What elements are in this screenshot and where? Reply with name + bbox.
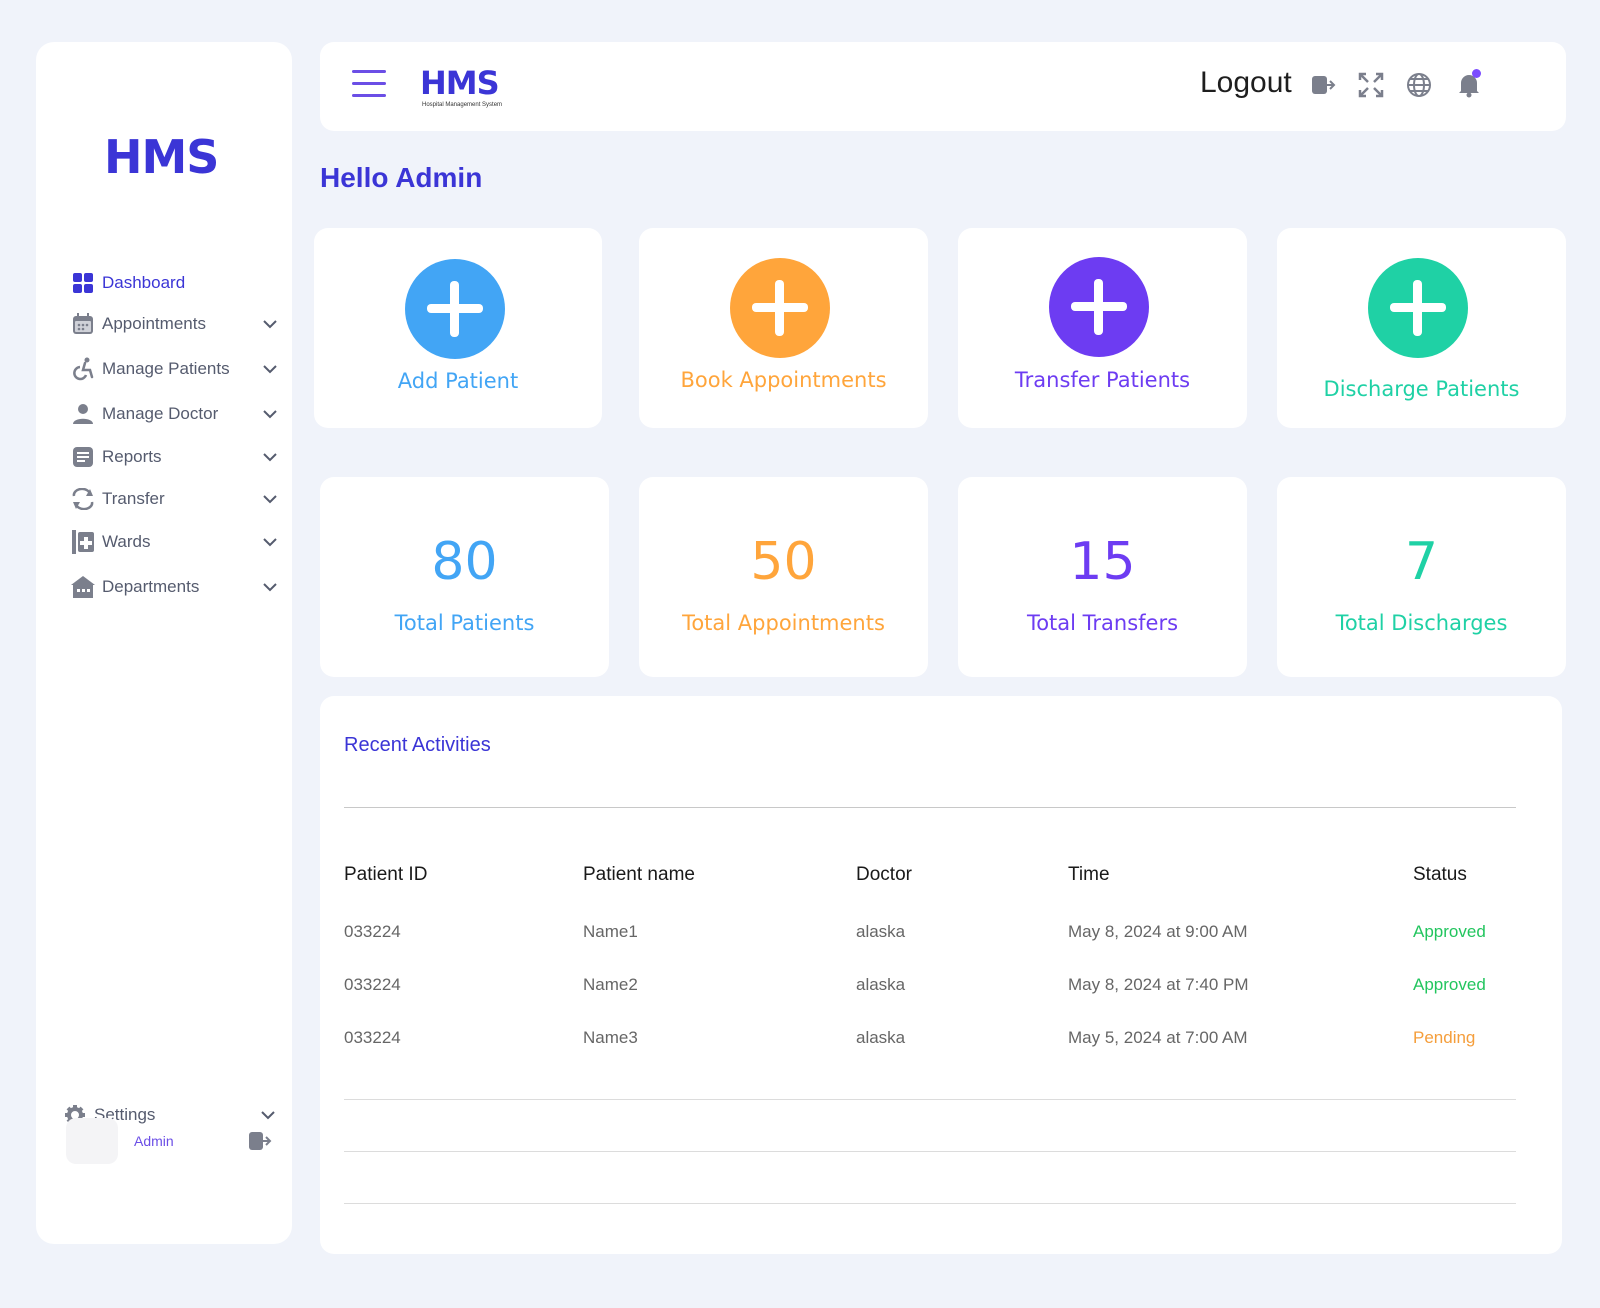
stat-label: Total Patients (394, 611, 535, 635)
cell-patient-id: 033224 (344, 975, 401, 994)
column-header: Patient ID (344, 864, 428, 885)
cell-patient-id: 033224 (344, 1028, 401, 1047)
chevron-down-icon[interactable] (260, 404, 280, 424)
sidebar-item-appointments[interactable]: Appointments (70, 307, 280, 341)
stat-card-discharges: 7 Total Discharges (1277, 477, 1566, 677)
sidebar-item-manage-doctor[interactable]: Manage Doctor (70, 397, 280, 431)
divider (344, 1203, 1516, 1204)
chevron-down-icon[interactable] (260, 489, 280, 509)
ward-icon (70, 529, 96, 555)
stat-label: Total Transfers (1026, 611, 1179, 635)
dashboard-grid-icon (70, 270, 96, 296)
panel-title: Recent Activities (344, 734, 491, 756)
chevron-down-icon[interactable] (258, 1105, 278, 1125)
recent-activities-panel: Recent Activities Patient ID Patient nam… (320, 696, 1562, 1254)
cell-time: May 8, 2024 at 9:00 AM (1068, 922, 1248, 941)
sidebar-item-label: Wards (102, 532, 151, 551)
stat-label: Total Appointments (682, 611, 885, 635)
stat-value: 80 (431, 532, 498, 592)
stat-card-transfers: 15 Total Transfers (958, 477, 1247, 677)
header-logo[interactable]: HMS (420, 64, 500, 102)
cell-doctor: alaska (856, 1028, 906, 1047)
sidebar-item-label: Appointments (102, 314, 206, 333)
chevron-down-icon[interactable] (260, 359, 280, 379)
stat-label: Total Discharges (1335, 611, 1508, 635)
sidebar-item-label: Departments (102, 577, 200, 596)
cell-time: May 5, 2024 at 7:00 AM (1068, 1028, 1248, 1047)
column-header: Doctor (856, 864, 912, 885)
page-title: Hello Admin (320, 162, 483, 193)
book-appointments-card[interactable]: Book Appointments (639, 228, 928, 428)
notification-dot (1472, 69, 1481, 78)
status-badge: Approved (1413, 922, 1486, 941)
status-badge: Approved (1413, 975, 1486, 994)
chevron-down-icon[interactable] (260, 447, 280, 467)
sidebar-item-label: Manage Doctor (102, 404, 219, 423)
cell-patient-name: Name3 (583, 1028, 638, 1047)
sidebar-item-label: Dashboard (102, 273, 186, 292)
plus-icon (405, 259, 505, 359)
divider (344, 1099, 1516, 1100)
cell-patient-id: 033224 (344, 922, 401, 941)
action-label: Discharge Patients (1323, 377, 1520, 401)
cell-doctor: alaska (856, 922, 906, 941)
bell-icon[interactable] (1456, 72, 1482, 98)
chevron-down-icon[interactable] (260, 532, 280, 552)
hamburger-menu-icon[interactable] (352, 70, 386, 100)
plus-icon (1368, 258, 1468, 358)
stat-card-patients: 80 Total Patients (320, 477, 609, 677)
user-icon (70, 401, 96, 427)
avatar[interactable] (66, 1118, 118, 1164)
calendar-icon (70, 311, 96, 337)
logout-button[interactable]: Logout (1200, 66, 1292, 99)
sidebar-item-dashboard[interactable]: Dashboard (70, 266, 280, 300)
sidebar-item-transfer[interactable]: Transfer (70, 482, 280, 516)
fullscreen-icon[interactable] (1358, 72, 1384, 98)
building-icon (70, 574, 96, 600)
plus-icon (1049, 257, 1149, 357)
globe-icon[interactable] (1406, 72, 1432, 98)
sidebar-item-label: Reports (102, 447, 162, 466)
action-label: Transfer Patients (1014, 368, 1191, 392)
user-name: Admin (134, 1133, 174, 1149)
divider (344, 807, 1516, 808)
cell-patient-name: Name1 (583, 922, 638, 941)
top-bar: HMS Hospital Management System Logout (320, 42, 1566, 131)
status-badge: Pending (1413, 1028, 1476, 1047)
plus-icon (730, 258, 830, 358)
stat-card-appointments: 50 Total Appointments (639, 477, 928, 677)
logout-icon[interactable] (248, 1131, 272, 1151)
column-header: Time (1068, 864, 1110, 885)
sidebar-item-label: Manage Patients (102, 359, 230, 378)
stat-value: 15 (1069, 532, 1136, 592)
sidebar-item-label: Transfer (102, 489, 165, 508)
sidebar-item-manage-patients[interactable]: Manage Patients (70, 352, 280, 386)
chevron-down-icon[interactable] (260, 314, 280, 334)
sidebar-item-departments[interactable]: Departments (70, 570, 280, 604)
document-icon (70, 444, 96, 470)
action-label: Book Appointments (680, 368, 887, 392)
action-label: Add Patient (397, 369, 519, 393)
cell-time: May 8, 2024 at 7:40 PM (1068, 975, 1249, 994)
cell-doctor: alaska (856, 975, 906, 994)
chevron-down-icon[interactable] (260, 577, 280, 597)
column-header: Patient name (583, 864, 695, 885)
stat-value: 7 (1404, 532, 1439, 592)
sidebar-logo[interactable]: HMS (104, 130, 219, 184)
column-header: Status (1413, 864, 1467, 885)
discharge-patients-card[interactable]: Discharge Patients (1277, 228, 1566, 428)
sidebar: HMS Dashboard Appointments Manage Patien… (36, 42, 292, 1244)
divider (344, 1151, 1516, 1152)
stat-value: 50 (750, 532, 817, 592)
transfer-patients-card[interactable]: Transfer Patients (958, 228, 1247, 428)
add-patient-card[interactable]: Add Patient (314, 228, 602, 428)
logout-icon[interactable] (1310, 72, 1336, 98)
wheelchair-icon (70, 356, 96, 382)
cell-patient-name: Name2 (583, 975, 638, 994)
user-profile: Admin (66, 1118, 272, 1164)
sidebar-item-reports[interactable]: Reports (70, 440, 280, 474)
sidebar-item-wards[interactable]: Wards (70, 525, 280, 559)
header-logo-subtitle: Hospital Management System (422, 102, 503, 108)
transfer-arrows-icon (70, 486, 96, 512)
